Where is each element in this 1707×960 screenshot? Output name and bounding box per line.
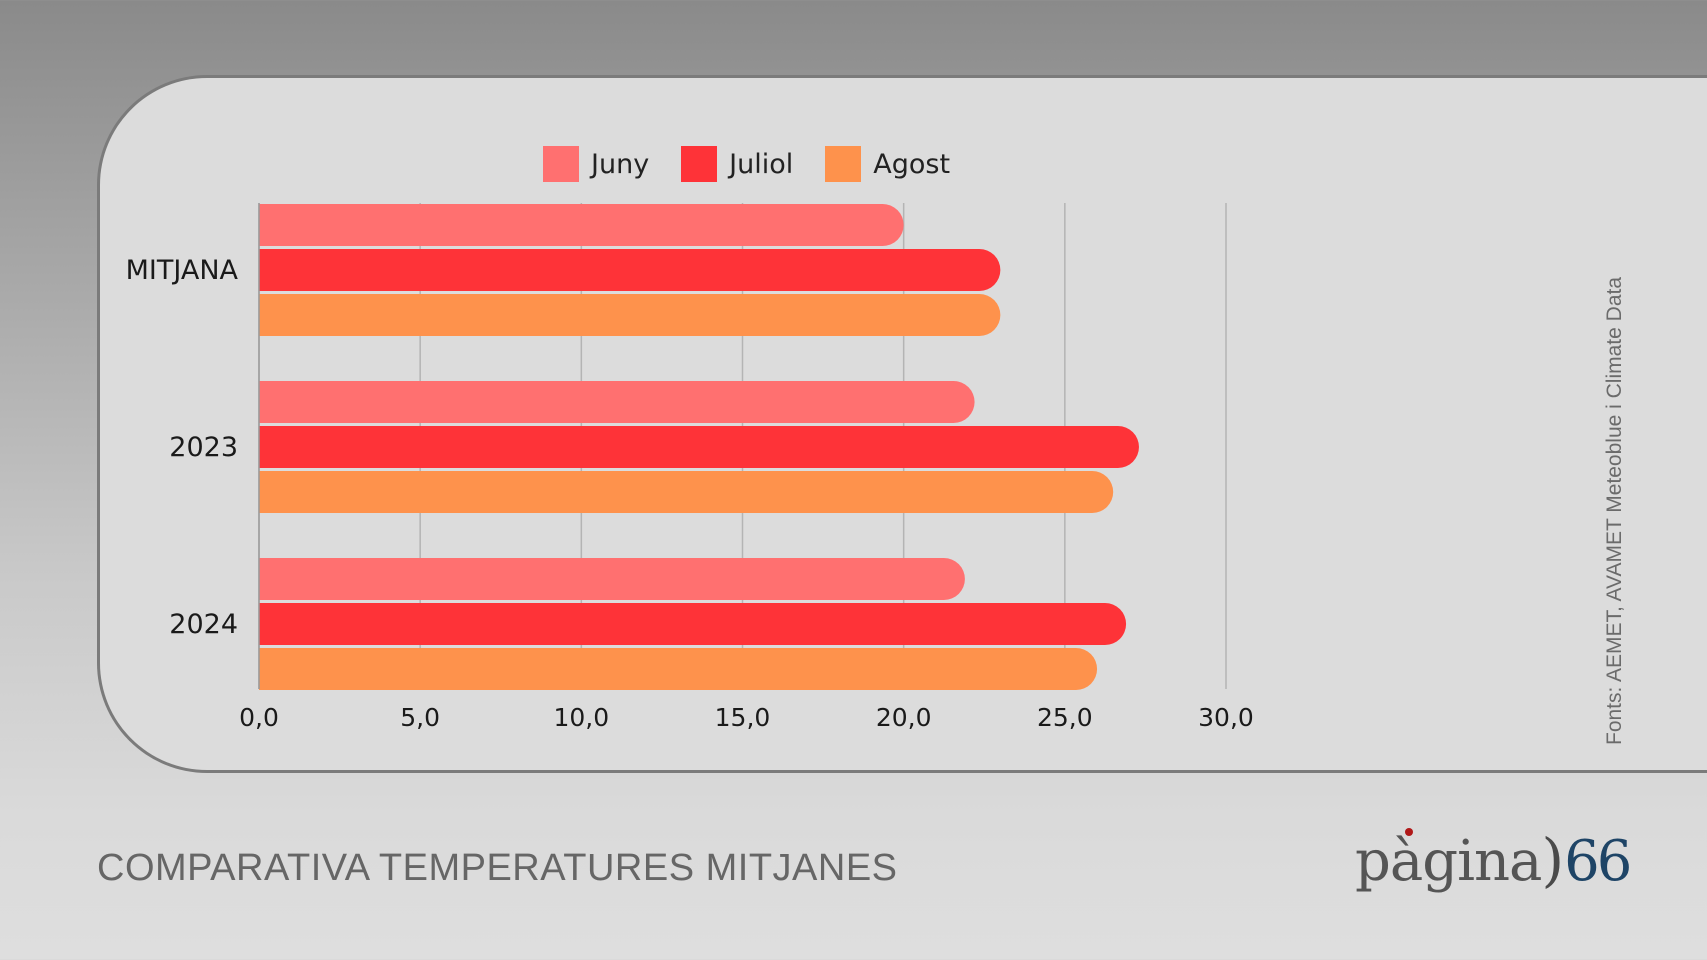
logo-dot-icon	[1405, 828, 1413, 836]
legend-swatch-juliol	[681, 146, 718, 182]
logo-word: pàgina	[1355, 829, 1542, 894]
legend-label-juliol: Juliol	[729, 148, 794, 180]
legend-label-agost: Agost	[873, 148, 951, 180]
x-tick-label: 15,0	[715, 703, 771, 732]
y-category-label: 2023	[169, 432, 238, 463]
x-tick-label: 30,0	[1198, 703, 1254, 732]
x-tick-label: 0,0	[239, 703, 279, 732]
bar-juliol-mitjana	[259, 249, 1001, 291]
bar-juliol-2023	[259, 426, 1139, 468]
bar-juny-2024	[259, 558, 965, 600]
x-tick-label: 10,0	[553, 703, 609, 732]
legend-swatch-agost	[825, 146, 862, 182]
legend-item-juny: Juny	[543, 146, 649, 182]
bar-agost-2024	[259, 648, 1098, 690]
pagina66-logo: pàgina)66	[1355, 822, 1635, 898]
source-credit: Fonts: AEMET, AVAMET Meteoblue i Climate…	[1603, 276, 1626, 745]
legend-item-agost: Agost	[825, 146, 950, 182]
bar-agost-mitjana	[259, 294, 1001, 336]
x-tick-label: 25,0	[1037, 703, 1093, 732]
chart-title: COMPARATIVA TEMPERATURES MITJANES	[97, 847, 898, 889]
y-category-label: 2024	[169, 609, 238, 640]
chart-legend: Juny Juliol Agost	[543, 146, 982, 182]
bar-agost-2023	[259, 471, 1114, 513]
x-tick-label: 20,0	[876, 703, 932, 732]
x-tick-label: 5,0	[400, 703, 440, 732]
bar-juliol-2024	[259, 603, 1127, 645]
y-category-label: MITJANA	[126, 255, 239, 286]
bar-juny-mitjana	[259, 204, 904, 246]
logo-paren: )	[1541, 826, 1565, 894]
logo-number: 66	[1564, 829, 1632, 894]
legend-item-juliol: Juliol	[681, 146, 793, 182]
legend-label-juny: Juny	[591, 148, 650, 180]
bar-juny-2023	[259, 381, 975, 423]
legend-swatch-juny	[543, 146, 579, 182]
